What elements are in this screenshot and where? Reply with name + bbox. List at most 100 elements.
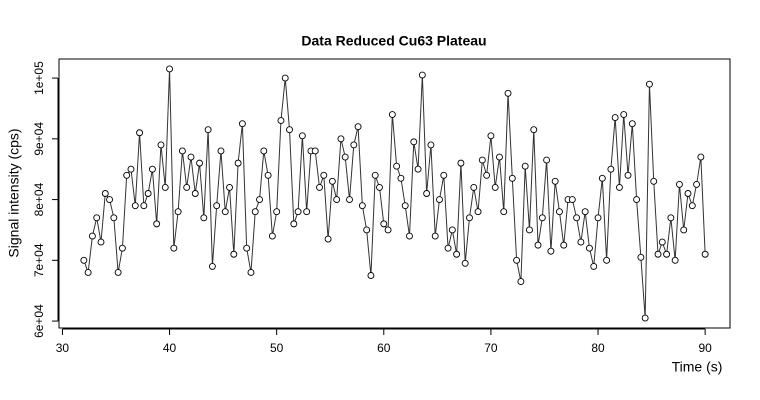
data-point [298, 132, 306, 140]
data-point [221, 208, 229, 216]
data-point [388, 111, 396, 118]
data-point [530, 126, 538, 134]
data-point [556, 208, 563, 216]
data-point [136, 129, 144, 137]
data-point [680, 226, 688, 234]
data-point [251, 208, 259, 216]
data-point [513, 256, 521, 264]
data-point [410, 138, 418, 146]
data-point [406, 232, 413, 240]
data-point [508, 174, 516, 182]
data-point [217, 147, 225, 155]
x-axis-label: Time (s) [672, 359, 723, 375]
data-point [577, 238, 585, 246]
data-point [654, 250, 662, 258]
data-point [590, 262, 598, 270]
data-point [350, 141, 358, 149]
data-point [161, 183, 169, 191]
y-tick-label: 8e+04 [32, 182, 46, 216]
data-point [174, 208, 182, 216]
data-point [256, 196, 263, 204]
data-point [230, 250, 238, 258]
data-point [93, 214, 101, 222]
data-point [226, 183, 233, 191]
chart-title: Data Reduced Cu63 Plateau [301, 33, 486, 49]
x-tick-label: 60 [377, 341, 391, 355]
data-point [697, 153, 705, 161]
data-point [101, 190, 109, 197]
data-point [633, 196, 641, 204]
data-point [247, 269, 255, 276]
data-point [346, 196, 353, 204]
data-point [316, 183, 323, 191]
data-point [448, 226, 456, 234]
data-point [234, 159, 242, 167]
data-point [118, 244, 126, 252]
data-point [196, 159, 203, 167]
data-point [333, 196, 341, 204]
y-tick-label: 7e+04 [32, 243, 46, 277]
data-point [594, 214, 602, 222]
data-point [144, 190, 152, 197]
data-point [88, 232, 96, 240]
data-point [667, 214, 675, 222]
data-point [487, 132, 495, 140]
data-point [367, 272, 375, 279]
data-point [586, 244, 593, 252]
y-axis-label: Signal intensity (cps) [6, 128, 22, 257]
x-tick-label: 50 [270, 341, 284, 355]
plot-box [58, 58, 731, 329]
data-point [123, 171, 131, 179]
data-point [671, 256, 679, 264]
data-point [478, 156, 486, 164]
data-point [444, 244, 452, 252]
data-point [358, 202, 366, 210]
data-point [153, 220, 161, 228]
data-point [581, 208, 589, 216]
data-point [641, 314, 649, 322]
data-point [277, 117, 285, 125]
data-point [401, 202, 409, 210]
data-point [303, 208, 311, 216]
data-point [131, 202, 139, 210]
x-tick-label: 30 [56, 341, 70, 355]
data-point [320, 171, 328, 179]
data-point [294, 208, 302, 216]
data-point [281, 74, 289, 82]
data-point [607, 165, 615, 173]
data-point [526, 226, 533, 234]
data-point [384, 226, 392, 234]
data-point [453, 250, 461, 258]
data-point [534, 241, 542, 249]
data-point [341, 153, 349, 161]
data-point [337, 135, 345, 143]
data-point [376, 183, 383, 191]
data-point [354, 123, 362, 131]
data-point [431, 232, 439, 240]
data-point [658, 238, 666, 246]
data-point [273, 208, 281, 216]
data-point [264, 171, 272, 179]
data-point [191, 190, 199, 197]
data-point [436, 196, 443, 204]
data-point [243, 244, 251, 252]
data-point [461, 259, 469, 267]
data-point [363, 226, 371, 234]
data-point [483, 171, 491, 179]
x-tick-label: 70 [484, 341, 498, 355]
data-point [543, 156, 551, 164]
data-point [290, 220, 298, 228]
x-tick-label: 90 [698, 341, 712, 355]
x-tick-label: 80 [591, 341, 605, 355]
data-point [538, 214, 546, 222]
data-point [187, 153, 195, 161]
data-point [663, 250, 671, 258]
data-point [521, 162, 529, 170]
data-point [328, 177, 336, 185]
data-point [166, 65, 173, 73]
data-point [114, 269, 122, 276]
data-point [106, 196, 114, 204]
data-point [637, 253, 645, 261]
